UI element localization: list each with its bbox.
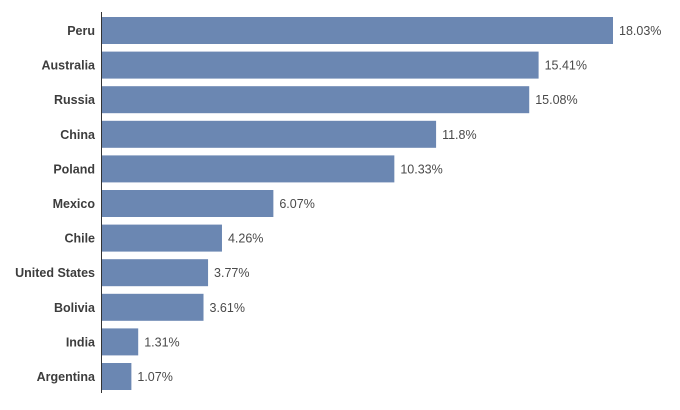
bar-russia [101,86,530,114]
bar-poland [101,155,395,183]
category-label-australia: Australia [42,59,97,73]
value-label-poland: 10.33% [400,162,442,176]
bar-mexico [101,190,274,217]
category-label-russia: Russia [54,93,96,107]
bar-india [101,328,139,356]
bar-united-states [101,259,209,287]
value-label-china: 11.8% [442,128,477,142]
value-label-chile: 4.26% [228,232,263,246]
value-label-bolivia: 3.61% [210,301,245,315]
category-label-bolivia: Bolivia [54,301,96,315]
value-label-australia: 15.41% [545,59,587,73]
bar-chile [101,224,222,252]
value-label-india: 1.31% [144,335,179,349]
value-label-mexico: 6.07% [279,197,314,211]
value-label-russia: 15.08% [535,93,577,107]
category-label-mexico: Mexico [53,197,96,211]
category-label-india: India [66,335,96,349]
bar-china [101,120,437,148]
bar-bolivia [101,293,204,321]
category-label-peru: Peru [67,24,95,38]
category-label-chile: Chile [64,232,95,246]
category-label-poland: Poland [53,162,95,176]
bars-group [101,17,613,390]
category-label-united-states: United States [15,266,95,280]
bar-argentina [101,363,132,390]
value-label-peru: 18.03% [619,24,661,38]
category-labels-group: Peru Australia Russia China Poland Mexico Chil… [15,24,96,384]
value-labels-group: 18.03% 15.41% 15.08% 11.8% 10.33% 6.07% 4.26% 3… [137,24,661,384]
category-label-china: China [60,128,96,142]
bar-australia [101,51,539,79]
bar-peru [101,17,613,44]
value-label-argentina: 1.07% [137,370,172,384]
value-label-united-states: 3.77% [214,266,249,280]
category-label-argentina: Argentina [37,370,96,384]
